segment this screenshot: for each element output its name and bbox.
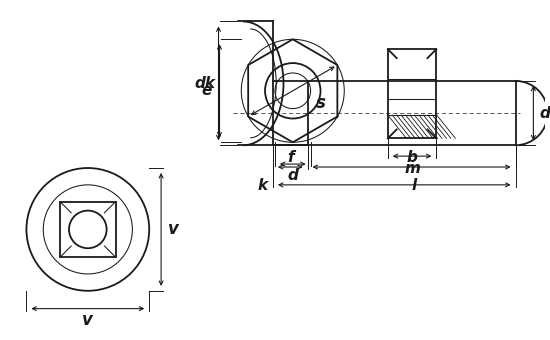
Bar: [60, 202, 116, 257]
Text: dk: dk: [194, 76, 215, 91]
Bar: [388, 49, 436, 138]
Bar: [388, 115, 436, 138]
Text: v: v: [82, 311, 94, 329]
Text: f: f: [287, 150, 294, 165]
Text: d: d: [287, 168, 298, 184]
Text: e: e: [201, 83, 212, 98]
Text: l: l: [411, 178, 417, 193]
Text: s: s: [316, 94, 326, 112]
Text: m: m: [404, 160, 420, 175]
Text: k: k: [258, 178, 268, 193]
Text: b: b: [406, 150, 417, 165]
Text: d: d: [540, 105, 550, 121]
Text: v: v: [168, 220, 178, 238]
